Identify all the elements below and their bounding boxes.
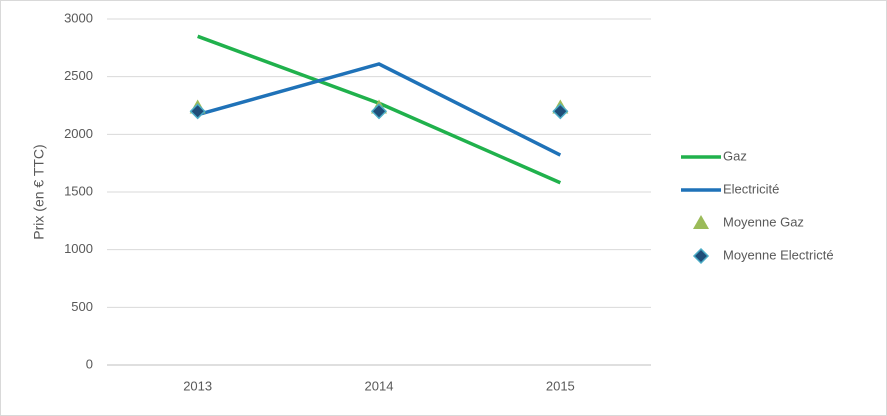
series-line — [197, 62, 562, 157]
legend-label: Electricité — [723, 181, 779, 196]
legend-label: Gaz — [723, 148, 747, 163]
legend-symbol — [693, 215, 709, 229]
y-tick-label: 0 — [86, 356, 93, 371]
legend-label: Moyenne Gaz — [723, 214, 804, 229]
legend-label: Moyenne Electricté — [723, 247, 834, 262]
y-tick-label: 2500 — [64, 68, 93, 83]
y-tick-label: 1500 — [64, 183, 93, 198]
y-tick-label: 500 — [71, 299, 93, 314]
legend-symbol — [692, 247, 710, 265]
x-tick-label: 2013 — [183, 378, 212, 393]
series-marker — [189, 103, 206, 120]
y-axis-label: Prix (en € TTC) — [31, 144, 47, 239]
series-marker — [370, 103, 388, 120]
y-tick-label: 3000 — [64, 10, 93, 25]
series-marker — [552, 103, 569, 120]
x-tick-label: 2014 — [365, 378, 394, 393]
x-tick-label: 2015 — [546, 378, 575, 393]
y-tick-label: 1000 — [64, 241, 93, 256]
y-tick-label: 2000 — [64, 126, 93, 141]
